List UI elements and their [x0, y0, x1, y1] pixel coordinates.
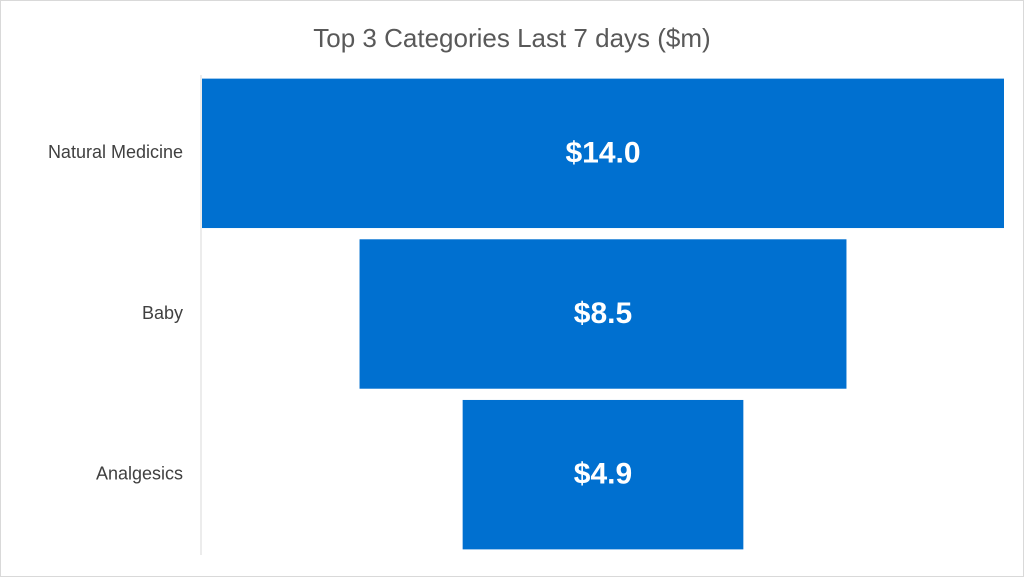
chart-title: Top 3 Categories Last 7 days ($m): [313, 23, 710, 53]
bar: [202, 78, 1004, 229]
category-label: Baby: [142, 303, 183, 323]
bar: [462, 399, 744, 550]
category-label: Analgesics: [96, 463, 183, 483]
bar: [359, 239, 847, 389]
category-label: Natural Medicine: [48, 142, 183, 162]
data-label: $8.5: [574, 297, 632, 330]
data-label: $4.9: [574, 458, 632, 491]
data-label: $14.0: [565, 136, 640, 169]
